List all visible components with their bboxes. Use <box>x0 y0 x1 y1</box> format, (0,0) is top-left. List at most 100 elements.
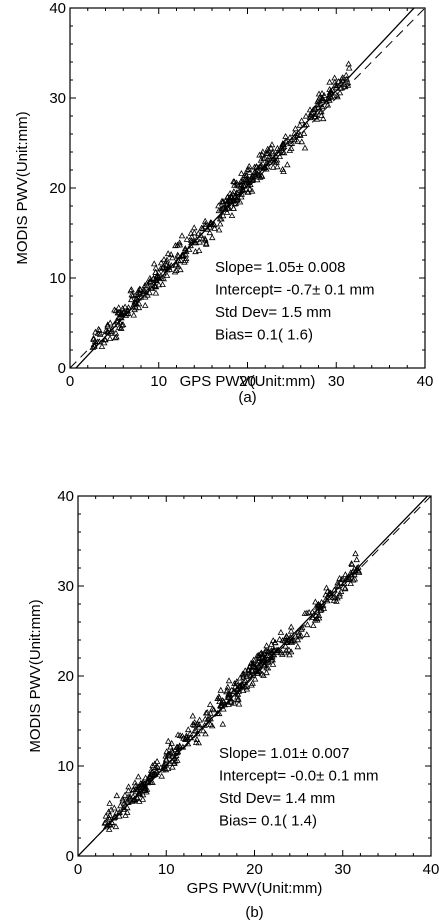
x-axis-label: GPS PWV(Unit:mm) <box>187 880 323 897</box>
data-point <box>336 574 343 581</box>
stat-line: Std Dev= 1.5 mm <box>215 304 331 321</box>
data-point <box>216 220 224 227</box>
data-point <box>100 339 108 346</box>
data-point <box>223 208 231 215</box>
data-point <box>279 148 286 155</box>
x-tick-label: 40 <box>417 373 434 390</box>
data-point <box>291 637 298 644</box>
data-point <box>245 667 252 674</box>
data-point <box>301 121 308 128</box>
data-point <box>130 785 137 792</box>
scatter-panel-2: 00 10 10 20 20 30 30 40 40 GPS PWV(Unit:mm) MODIS … <box>27 488 439 921</box>
stat-line: Slope= 1.01± 0.007 <box>219 745 349 762</box>
data-point <box>104 321 111 328</box>
data-point <box>188 233 196 240</box>
data-point <box>261 654 268 661</box>
data-point <box>271 638 279 645</box>
y-tick-label: 40 <box>49 0 66 17</box>
data-point <box>207 721 214 727</box>
data-point <box>150 260 158 267</box>
data-point <box>175 744 183 751</box>
data-point <box>274 144 281 151</box>
data-point <box>314 97 321 104</box>
data-point <box>257 660 264 667</box>
scatter-panel-1: 00 10 10 20 20 30 30 40 40 GPS PWV(Unit:mm) MODIS … <box>14 0 433 406</box>
data-point <box>177 256 185 263</box>
data-point <box>310 622 317 628</box>
data-point <box>285 646 293 653</box>
data-point <box>116 812 123 819</box>
data-point <box>255 662 262 669</box>
data-point <box>282 642 289 649</box>
data-point <box>132 785 140 792</box>
stat-line: Intercept= -0.7± 0.1 mm <box>215 282 375 299</box>
y-tick-label: 10 <box>49 270 66 287</box>
x-tick-label: 40 <box>423 861 439 878</box>
data-point <box>322 591 329 598</box>
data-point <box>190 224 198 231</box>
data-point <box>196 238 203 245</box>
data-point <box>250 661 257 668</box>
data-point <box>330 594 338 601</box>
data-point <box>294 137 301 144</box>
data-point <box>224 686 231 693</box>
data-point <box>226 189 234 196</box>
data-point <box>246 671 254 678</box>
data-point <box>220 705 227 712</box>
data-point <box>209 705 216 712</box>
data-point <box>192 739 200 745</box>
data-point <box>169 757 176 764</box>
data-point <box>227 193 234 199</box>
data-point <box>276 635 283 642</box>
data-point <box>124 798 131 805</box>
data-point <box>353 556 360 563</box>
stat-line: Std Dev= 1.4 mm <box>219 790 335 807</box>
data-point <box>189 720 197 727</box>
data-point <box>347 580 354 586</box>
data-point <box>147 766 155 773</box>
data-point <box>131 306 138 313</box>
data-point <box>160 263 167 270</box>
data-point <box>302 112 310 119</box>
data-point <box>152 289 160 296</box>
data-point <box>202 715 209 722</box>
data-point <box>113 317 121 324</box>
data-point <box>335 78 342 84</box>
one-to-one-line <box>78 496 431 856</box>
data-point <box>126 793 134 799</box>
data-point <box>326 78 333 85</box>
data-point <box>234 693 241 700</box>
data-point <box>304 621 311 628</box>
data-point <box>174 251 181 258</box>
data-point <box>240 671 247 678</box>
data-point <box>283 632 290 639</box>
data-point <box>124 793 132 800</box>
data-point <box>172 261 179 268</box>
y-tick-label: 30 <box>57 578 74 595</box>
data-point <box>286 146 294 153</box>
data-point <box>149 771 156 778</box>
data-point <box>95 325 102 332</box>
data-point <box>174 262 182 269</box>
regression-line <box>78 496 429 856</box>
data-point <box>342 71 350 78</box>
data-point <box>228 212 236 218</box>
data-point <box>230 688 238 695</box>
data-point <box>132 782 139 789</box>
data-point <box>230 188 238 195</box>
data-point <box>164 250 172 257</box>
data-point <box>102 812 110 819</box>
data-point <box>90 334 97 341</box>
data-point <box>149 762 156 768</box>
data-point <box>168 747 176 754</box>
data-point <box>121 791 129 798</box>
data-point <box>263 647 270 654</box>
data-point <box>249 662 257 669</box>
data-point <box>260 672 267 678</box>
data-point <box>248 666 256 673</box>
data-point <box>216 694 223 701</box>
data-point <box>210 706 218 713</box>
data-point <box>172 267 180 273</box>
y-tick-label: 0 <box>66 848 74 865</box>
